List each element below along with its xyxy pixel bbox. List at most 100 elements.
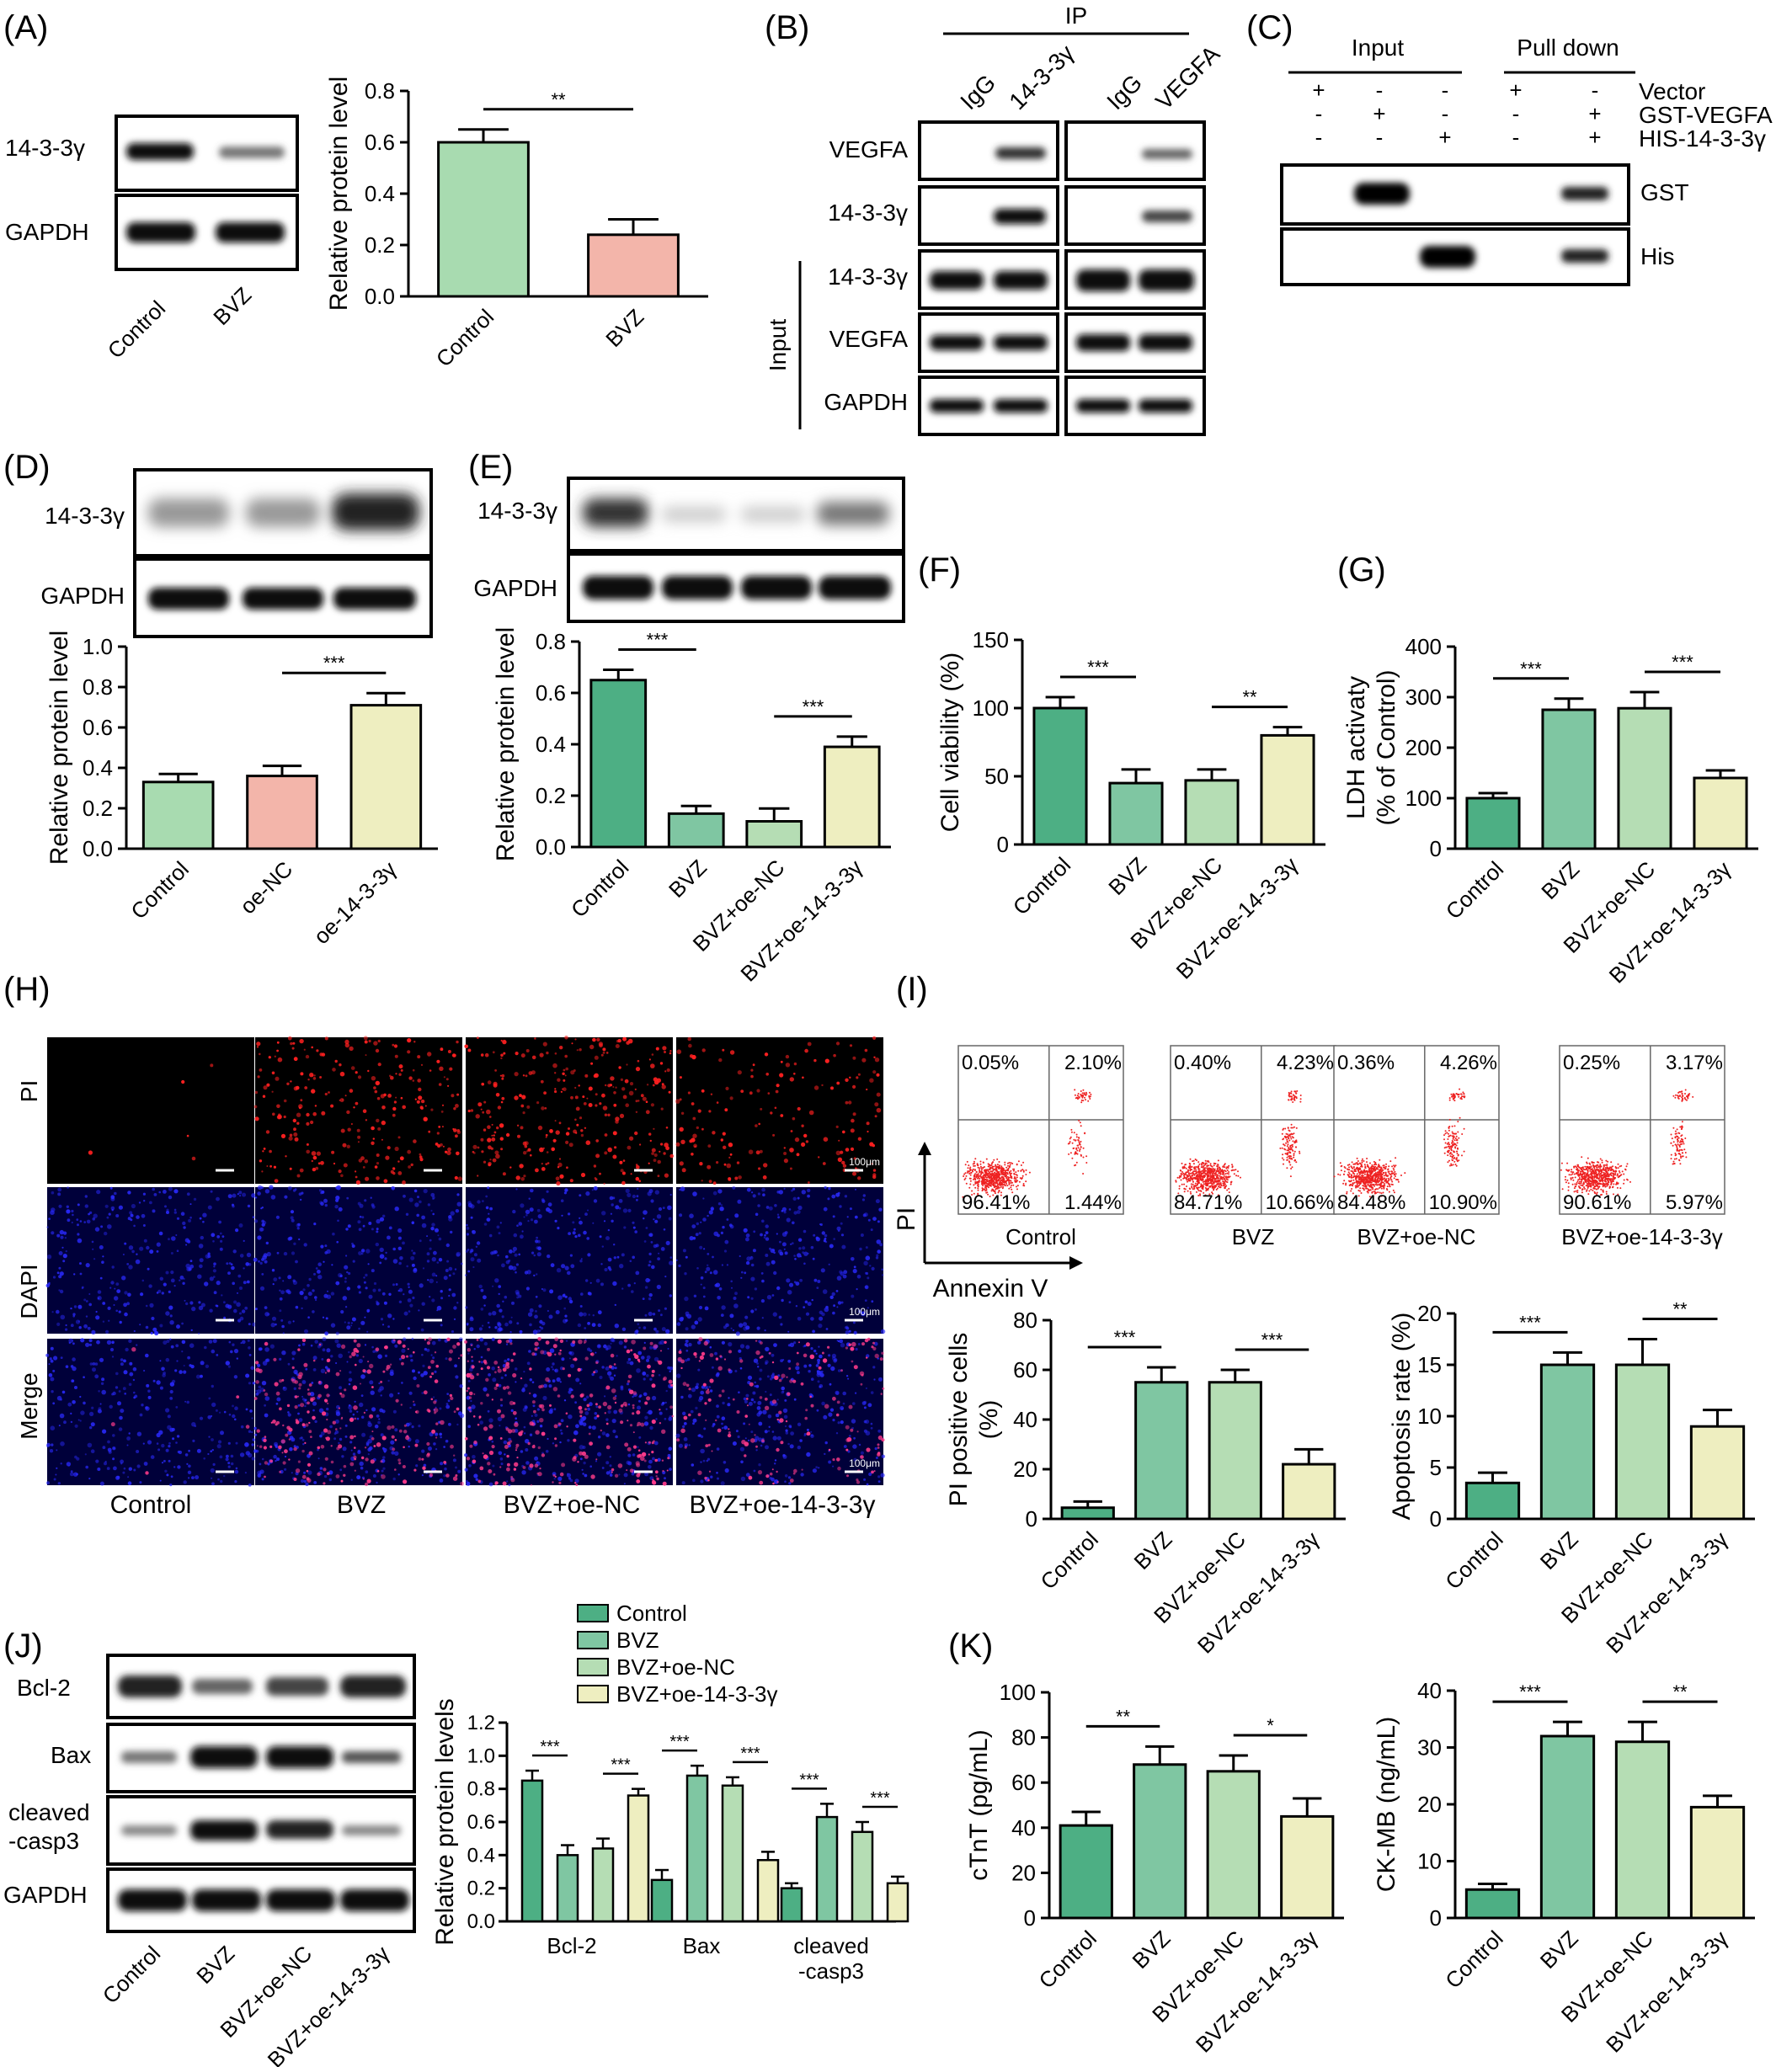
nucleus-dot xyxy=(525,1214,528,1217)
event-dot xyxy=(1075,1133,1078,1136)
nucleus-dot xyxy=(488,1418,493,1423)
event-dot xyxy=(1008,1181,1011,1184)
nucleus-dot xyxy=(871,1300,874,1303)
nucleus-dot xyxy=(300,1478,305,1484)
nucleus-dot xyxy=(215,1409,218,1412)
nucleus-dot xyxy=(161,1443,165,1448)
pi-dot xyxy=(634,1131,638,1136)
event-dot xyxy=(982,1181,984,1184)
nucleus-dot xyxy=(431,1223,435,1227)
nucleus-dot xyxy=(723,1249,728,1253)
nucleus-dot xyxy=(183,1370,187,1374)
nucleus-dot xyxy=(163,1190,167,1194)
pi-dot xyxy=(478,1361,481,1363)
pi-dot xyxy=(545,1377,550,1382)
pi-dot xyxy=(881,1438,885,1442)
pi-dot xyxy=(340,1479,344,1483)
h-row-label: PI xyxy=(16,1080,42,1102)
nucleus-dot xyxy=(226,1454,229,1458)
nucleus-dot xyxy=(379,1217,385,1222)
pi-dot xyxy=(845,1148,850,1152)
pi-dot xyxy=(539,1147,544,1153)
nucleus-dot xyxy=(492,1464,495,1468)
pi-dot xyxy=(330,1445,333,1447)
nucleus-dot xyxy=(648,1233,652,1237)
nucleus-dot xyxy=(797,1238,803,1242)
nucleus-dot xyxy=(738,1391,740,1393)
nucleus-dot xyxy=(219,1411,221,1414)
nucleus-dot xyxy=(469,1327,474,1332)
nucleus-dot xyxy=(803,1229,807,1233)
pi-dot xyxy=(684,1446,687,1449)
pi-dot xyxy=(712,1181,717,1185)
pi-dot xyxy=(589,1441,593,1446)
nucleus-dot xyxy=(347,1224,351,1228)
nucleus-dot xyxy=(406,1265,409,1268)
nucleus-dot xyxy=(138,1201,141,1204)
pi-dot xyxy=(263,1085,268,1090)
pi-dot xyxy=(417,1079,422,1083)
nucleus-dot xyxy=(597,1310,602,1315)
nucleus-dot xyxy=(357,1220,361,1224)
pi-dot xyxy=(307,1392,312,1396)
nucleus-dot xyxy=(664,1477,666,1480)
pi-dot xyxy=(395,1073,397,1075)
nucleus-dot xyxy=(381,1469,384,1473)
pi-dot xyxy=(477,1036,479,1039)
nucleus-dot xyxy=(213,1265,216,1268)
pi-dot xyxy=(266,1083,270,1087)
nucleus-dot xyxy=(409,1354,413,1358)
nucleus-dot xyxy=(248,1354,252,1356)
nucleus-dot xyxy=(776,1233,778,1235)
pi-dot xyxy=(614,1401,617,1404)
nucleus-dot xyxy=(654,1219,659,1223)
pi-dot xyxy=(759,1396,763,1399)
pi-dot xyxy=(657,1159,661,1164)
event-dot xyxy=(986,1184,989,1186)
pi-dot xyxy=(717,1366,723,1371)
nucleus-dot xyxy=(488,1312,492,1316)
nucleus-dot xyxy=(724,1239,729,1244)
event-dot xyxy=(1078,1096,1080,1099)
pi-dot xyxy=(343,1473,346,1478)
nucleus-dot xyxy=(175,1406,179,1409)
nucleus-dot xyxy=(707,1457,711,1461)
nucleus-dot xyxy=(70,1412,72,1414)
nucleus-dot xyxy=(139,1324,141,1326)
c-sign: - xyxy=(1442,77,1449,103)
nucleus-dot xyxy=(104,1231,108,1236)
pi-dot xyxy=(577,1461,579,1463)
nucleus-dot xyxy=(232,1193,237,1198)
nucleus-dot xyxy=(833,1238,835,1240)
event-dot xyxy=(1000,1165,1003,1168)
nucleus-dot xyxy=(785,1431,789,1435)
nucleus-dot xyxy=(115,1282,120,1286)
nucleus-dot xyxy=(525,1287,531,1291)
nucleus-dot xyxy=(529,1323,532,1327)
nucleus-dot xyxy=(236,1302,241,1308)
nucleus-dot xyxy=(521,1470,526,1475)
nucleus-dot xyxy=(247,1339,250,1342)
panel-d: (D) 14-3-3γ GAPDH xyxy=(3,449,433,638)
pi-dot xyxy=(527,1148,531,1152)
nucleus-dot xyxy=(488,1482,493,1487)
nucleus-dot xyxy=(287,1320,291,1324)
nucleus-dot xyxy=(228,1413,232,1416)
nucleus-dot xyxy=(258,1385,262,1389)
nucleus-dot xyxy=(706,1459,709,1462)
nucleus-dot xyxy=(854,1215,858,1219)
pi-dot xyxy=(661,1429,666,1435)
nucleus-dot xyxy=(697,1340,701,1345)
pi-dot xyxy=(245,1425,250,1429)
nucleus-dot xyxy=(765,1360,769,1364)
pi-dot xyxy=(648,1162,650,1164)
nucleus-dot xyxy=(712,1255,714,1259)
pi-dot xyxy=(275,1076,280,1081)
nucleus-dot xyxy=(797,1371,800,1375)
nucleus-dot xyxy=(560,1419,564,1423)
pi-dot xyxy=(744,1414,748,1418)
nucleus-dot xyxy=(448,1266,453,1271)
pi-dot xyxy=(841,1160,845,1165)
nucleus-dot xyxy=(620,1385,624,1389)
pi-dot xyxy=(801,1142,806,1147)
